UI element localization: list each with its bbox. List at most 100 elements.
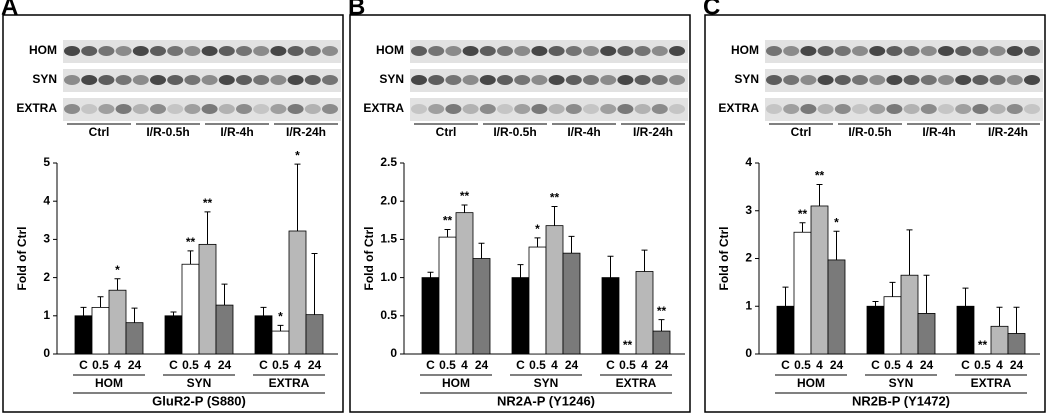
- bar-label: 24: [1010, 358, 1024, 372]
- blot-band: [817, 46, 834, 56]
- error-bar: [461, 204, 468, 213]
- blot-band: [81, 75, 98, 85]
- blot-band: [64, 75, 80, 85]
- blot-band: [411, 104, 427, 114]
- blot-band: [1024, 104, 1040, 114]
- blot-band: [304, 46, 321, 56]
- significance-label: **: [978, 338, 988, 352]
- error-bar: [311, 253, 318, 315]
- blot-band: [972, 46, 989, 56]
- blot-band: [497, 104, 513, 114]
- blot-row-label: HOM: [376, 43, 404, 57]
- error-bar: [97, 296, 104, 308]
- blot-band: [150, 75, 166, 85]
- blot-band: [167, 104, 184, 114]
- blot-band: [411, 46, 427, 56]
- blot-band: [669, 104, 685, 114]
- bar: [990, 325, 1009, 355]
- blot-band: [617, 75, 634, 85]
- panel-frame: [349, 14, 691, 413]
- blot-band: [617, 46, 634, 56]
- blot-band: [115, 104, 132, 114]
- significance-label: **: [550, 191, 560, 205]
- blot-band: [428, 104, 445, 114]
- bar-label: 0.5: [92, 358, 109, 372]
- blot-band: [497, 75, 513, 85]
- bar-label: C: [606, 358, 615, 372]
- blot-band: [938, 104, 954, 114]
- blot-band: [445, 104, 462, 114]
- blot-group-label: I/R-0.5h: [146, 125, 189, 139]
- blot-background: [410, 98, 688, 121]
- bar-label: C: [871, 358, 880, 372]
- bar: [472, 258, 491, 355]
- y-tick-label: 1: [43, 308, 50, 322]
- error-bar: [294, 163, 301, 231]
- bar: [528, 246, 547, 355]
- x-tick-label: HOM: [95, 376, 123, 390]
- blot-band: [989, 46, 1006, 56]
- y-tick-label: 4: [43, 193, 50, 207]
- blot-band: [98, 46, 115, 56]
- bar-label: 4: [996, 358, 1003, 372]
- blot-band: [852, 104, 868, 114]
- blot-band: [955, 46, 972, 56]
- error-bar: [782, 286, 789, 307]
- blot-band: [989, 104, 1006, 114]
- blot-band: [150, 46, 166, 56]
- blot-band: [132, 104, 149, 114]
- bar-label: 4: [204, 358, 211, 372]
- y-tick-label: 1.5: [380, 232, 397, 246]
- blot-band: [565, 46, 582, 56]
- blot-group-label: I/R-0.5h: [848, 125, 891, 139]
- y-tick-label: 0: [43, 346, 50, 360]
- significance-label: **: [657, 304, 667, 318]
- error-bar: [568, 235, 575, 254]
- error-bar: [277, 324, 284, 332]
- blot-group-label: I/R-24h: [633, 125, 673, 139]
- blot-band: [132, 46, 149, 56]
- x-axis-label: NR2A-P (Y1246): [497, 393, 595, 408]
- significance-label: **: [460, 189, 470, 203]
- blot-band: [669, 75, 685, 85]
- bar-label: 4: [816, 358, 823, 372]
- blot-band: [886, 104, 903, 114]
- blot-band: [583, 46, 599, 56]
- blot-band: [531, 46, 548, 56]
- bar-label: 24: [308, 358, 322, 372]
- bar-label: 0.5: [529, 358, 546, 372]
- blot-band: [869, 104, 886, 114]
- bar: [776, 305, 795, 355]
- blot-band: [783, 75, 800, 85]
- blot-band: [270, 104, 287, 114]
- blot-band: [322, 104, 338, 114]
- bar: [866, 305, 885, 355]
- blot-band: [800, 46, 817, 56]
- blot-band: [514, 46, 531, 56]
- blot-band: [304, 75, 321, 85]
- bar-label: 4: [906, 358, 913, 372]
- blot-band: [428, 75, 445, 85]
- blot-band: [766, 104, 782, 114]
- blot-band: [834, 46, 851, 56]
- blot-band: [869, 46, 886, 56]
- blot-band: [81, 46, 98, 56]
- bar: [455, 212, 474, 355]
- blot-band: [669, 46, 685, 56]
- bar: [601, 277, 620, 355]
- blot-band: [565, 75, 582, 85]
- blot-band: [462, 46, 479, 56]
- bar-label: 0.5: [619, 358, 636, 372]
- blot-band: [834, 104, 851, 114]
- y-axis-label: Fold of Ctrl: [717, 227, 731, 291]
- x-tick-label: SYN: [187, 376, 212, 390]
- blot-band: [834, 75, 851, 85]
- significance-label: *: [295, 148, 300, 162]
- error-bar: [131, 307, 138, 323]
- blot-band: [886, 75, 903, 85]
- blot-row-label: SYN: [379, 72, 404, 86]
- bar-label: 0.5: [884, 358, 901, 372]
- bar-label: C: [961, 358, 970, 372]
- bar: [883, 296, 902, 355]
